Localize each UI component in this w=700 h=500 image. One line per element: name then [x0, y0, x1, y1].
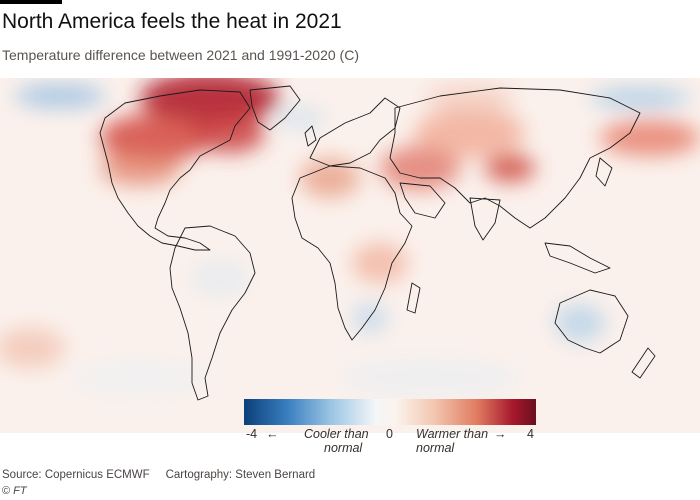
north-america-outline	[99, 89, 251, 251]
uk-outline	[304, 125, 317, 147]
cartography-text: Cartography: Steven Bernard	[165, 469, 316, 481]
legend-warmer-line1: Warmer than	[416, 427, 489, 441]
madagascar-outline	[406, 282, 421, 314]
coastlines	[99, 85, 656, 401]
top-rule	[0, 0, 62, 4]
asia-outline	[389, 87, 641, 229]
legend-warmer-line2: normal	[416, 441, 455, 455]
copyright-symbol: ©	[2, 485, 11, 497]
source-text: Source: Copernicus ECMWF	[2, 469, 150, 481]
copyright-line: © FT	[2, 485, 27, 497]
europe-outline	[309, 97, 401, 167]
legend-max-label: 4	[527, 427, 534, 441]
australia-outline	[554, 289, 629, 354]
map-svg	[0, 78, 700, 433]
india-outline	[469, 197, 501, 241]
japan-outline	[595, 157, 613, 187]
arabia-outline	[399, 182, 446, 219]
color-scale-bar	[244, 399, 536, 425]
southeast-asia-outline	[544, 242, 611, 274]
chart-subtitle: Temperature difference between 2021 and …	[2, 47, 359, 63]
legend-cooler-line1: Cooler than	[304, 427, 369, 441]
world-map	[0, 78, 700, 433]
anomaly-field	[0, 78, 700, 398]
new-zealand-outline	[631, 347, 656, 379]
south-america-outline	[169, 225, 256, 401]
legend-right-arrow: →	[494, 427, 507, 441]
legend-left-arrow: ←	[266, 427, 279, 441]
source-line: Source: Copernicus ECMWF Cartography: St…	[2, 469, 315, 481]
chart-title: North America feels the heat in 2021	[2, 10, 342, 33]
legend-mid-label: 0	[386, 427, 393, 441]
copyright-brand: FT	[13, 485, 27, 497]
legend-cooler-line2: normal	[324, 441, 363, 455]
greenland-outline	[249, 85, 301, 131]
legend-min-label: -4	[246, 427, 258, 441]
africa-outline	[291, 165, 413, 341]
